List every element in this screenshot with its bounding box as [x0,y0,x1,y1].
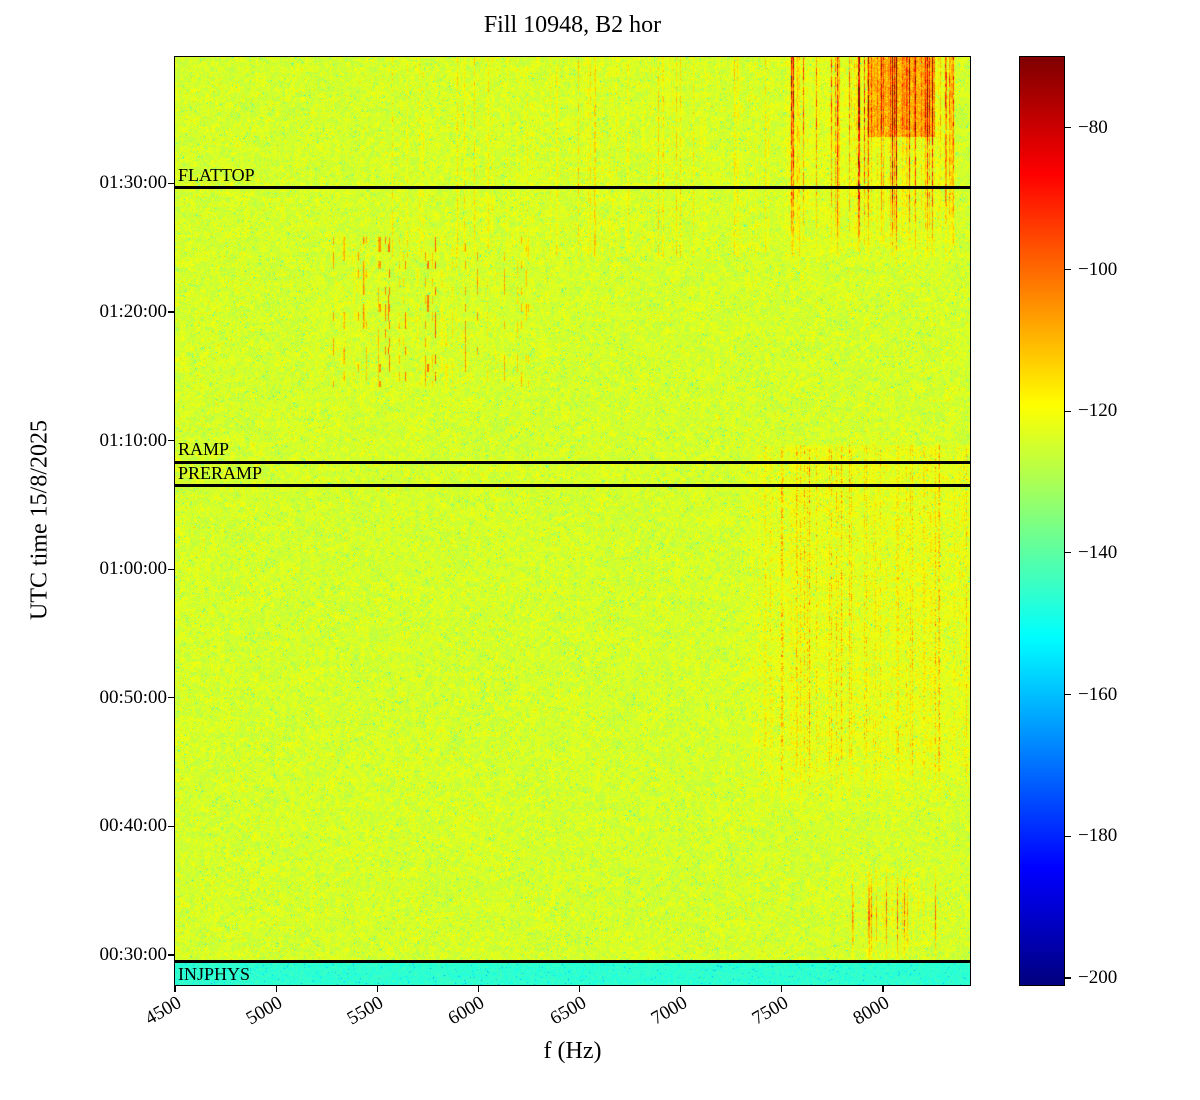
y-tick-mark [168,825,174,827]
colorbar-tick-label: −80 [1078,116,1108,138]
annotation-label-ramp: RAMP [178,439,230,460]
annotation-line-ramp [175,460,970,464]
colorbar-tick-label: −120 [1078,400,1118,422]
x-tick-mark [680,986,682,992]
colorbar-tick-mark [1065,127,1071,129]
y-tick-label: 01:10:00 [99,429,167,451]
spectrogram-heatmap [175,57,970,985]
colorbar-tick-label: −200 [1078,966,1118,988]
y-axis-label: UTC time 15/8/2025 [26,420,53,620]
y-tick-label: 00:30:00 [99,943,167,965]
x-tick-mark [275,986,277,992]
colorbar-frame [1019,56,1065,986]
colorbar-tick-mark [1065,268,1071,271]
y-tick-label: 00:50:00 [99,686,167,708]
chart-title: Fill 10948, B2 hor [483,12,662,38]
colorbar-tick-mark [1065,552,1071,554]
y-tick-label: 01:20:00 [99,301,167,323]
colorbar-tick-mark [1065,835,1071,837]
x-tick-mark [376,986,378,992]
annotation-label-preramp: PRERAMP [178,462,263,483]
y-tick-label: 00:40:00 [99,815,167,837]
colorbar-tick-label: −160 [1078,683,1118,705]
annotation-label-flattop: FLATTOP [178,164,255,185]
colorbar [1020,57,1064,985]
annotation-line-preramp [175,484,970,488]
y-tick-mark [168,311,174,313]
y-tick-label: 01:30:00 [99,172,167,194]
plot-frame [174,56,971,986]
y-tick-mark [168,182,174,185]
annotation-label-injphys: INJPHYS [178,964,251,985]
colorbar-tick-mark [1065,410,1071,412]
colorbar-tick-label: −180 [1078,825,1118,847]
y-tick-mark [168,697,174,699]
y-tick-mark [168,440,174,442]
annotation-line-flattop [175,186,970,190]
x-tick-mark [781,986,783,992]
colorbar-tick-mark [1065,693,1071,696]
x-tick-mark [578,986,581,992]
y-tick-mark [168,568,174,570]
x-tick-mark [174,986,176,992]
x-tick-mark [477,986,480,992]
colorbar-tick-label: −100 [1078,258,1118,280]
y-tick-label: 01:00:00 [99,558,167,580]
annotation-line-injphys [175,959,970,963]
x-tick-mark [882,986,884,992]
y-tick-mark [168,954,174,956]
colorbar-tick-label: −140 [1078,541,1118,563]
x-tick-label: 4500 [141,992,185,1030]
x-axis-label: f (Hz) [543,1038,602,1064]
colorbar-tick-mark [1065,977,1071,979]
